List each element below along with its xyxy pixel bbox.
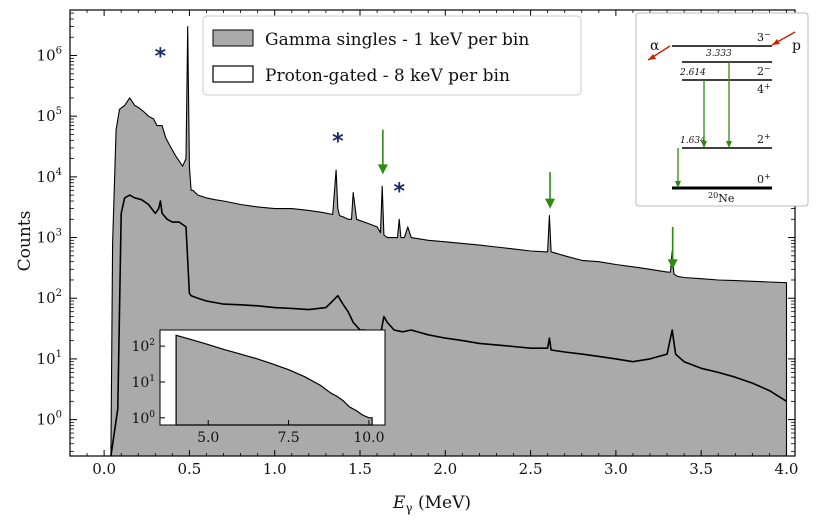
- reaction-alpha-label: α: [650, 38, 660, 54]
- legend: Gamma singles - 1 keV per bin Proton-gat…: [202, 15, 582, 96]
- level-3minus-energy: 3.333: [706, 49, 732, 59]
- legend-swatch-proton-gated: [212, 65, 254, 83]
- inset-x-tick-label: 7.5: [277, 430, 299, 446]
- x-tick-label: 2.5: [519, 460, 543, 478]
- transition-2plus-0plus-head: [675, 181, 681, 188]
- level-4plus-spin: 4+: [757, 82, 771, 96]
- transition-2minus-2plus-head: [726, 141, 732, 148]
- y-tick-label: 102: [37, 288, 62, 307]
- level-0plus-spin: 0+: [757, 172, 771, 186]
- legend-swatch-singles: [212, 29, 254, 47]
- y-axis-label: Counts: [15, 211, 35, 272]
- x-axis-label-subscript: γ: [405, 501, 412, 515]
- inset-x-tick-label: 5.0: [197, 430, 219, 446]
- x-tick-label: 0.5: [177, 460, 201, 478]
- y-tick-label: 101: [37, 349, 62, 368]
- inset-x-tick-label: 10.0: [353, 430, 384, 446]
- peak-arrowhead: [545, 198, 556, 209]
- legend-frame: [202, 15, 582, 96]
- x-axis-label-unit: (MeV): [413, 493, 471, 513]
- nucleus-label: 20Ne: [708, 191, 734, 205]
- y-tick-label: 106: [37, 46, 62, 65]
- inset-axes: 5.0 7.5 10.0 100 101 102: [131, 338, 384, 446]
- x-tick-label: 3.0: [604, 460, 628, 478]
- inset-y-tick-label: 102: [131, 338, 155, 355]
- y-tick-label: 103: [37, 228, 62, 247]
- x-tick-label: 1.0: [263, 460, 287, 478]
- x-tick-label: 4.0: [775, 460, 799, 478]
- level-2minus-spin: 2−: [757, 64, 771, 78]
- reaction-in-arrowhead: [772, 39, 780, 45]
- transition-4plus-2plus-head: [701, 141, 707, 148]
- main-plot-frame: [69, 9, 796, 457]
- legend-label-proton-gated: Proton-gated - 8 keV per bin: [265, 66, 510, 86]
- main-plot-annotations: * * *: [155, 45, 678, 270]
- x-tick-label: 2.0: [433, 460, 457, 478]
- inset-y-tick-label: 100: [131, 410, 155, 427]
- level-2plus-spin: 2+: [757, 132, 771, 146]
- level-3minus-spin: 3−: [757, 30, 771, 44]
- peak-star-marker: *: [332, 129, 344, 154]
- inset-series-gamma-singles: [175, 334, 373, 426]
- peak-arrowhead: [377, 164, 388, 175]
- level-scheme: α p 3− 3.333 2− 2.614 4+ 1.634 2+ 0+ 20N…: [635, 12, 809, 207]
- level-2plus-energy: 1.634: [680, 136, 706, 146]
- inset-series: [175, 334, 373, 426]
- x-axis-label-symbol: E: [392, 493, 406, 513]
- x-tick-label: 1.5: [348, 460, 372, 478]
- x-tick-label: 3.5: [689, 460, 713, 478]
- peak-arrowhead: [667, 259, 678, 270]
- x-axis-label: Eγ (MeV): [392, 493, 471, 515]
- peak-star-marker: *: [155, 45, 167, 70]
- y-tick-label: 104: [37, 167, 62, 186]
- inset-y-tick-label: 101: [131, 374, 155, 391]
- legend-label-singles: Gamma singles - 1 keV per bin: [265, 30, 529, 50]
- level-4plus-energy: 2.614: [679, 68, 706, 78]
- peak-star-marker: *: [393, 179, 405, 204]
- reaction-proton-label: p: [792, 38, 801, 54]
- y-tick-label: 105: [37, 106, 62, 125]
- x-tick-label: 0.0: [92, 460, 116, 478]
- level-scheme-frame: [635, 12, 809, 207]
- reaction-out-arrowhead: [648, 54, 656, 60]
- inset-frame: [159, 329, 386, 426]
- y-tick-label: 100: [37, 410, 62, 429]
- inset-plot: 5.0 7.5 10.0 100 101 102: [131, 329, 386, 446]
